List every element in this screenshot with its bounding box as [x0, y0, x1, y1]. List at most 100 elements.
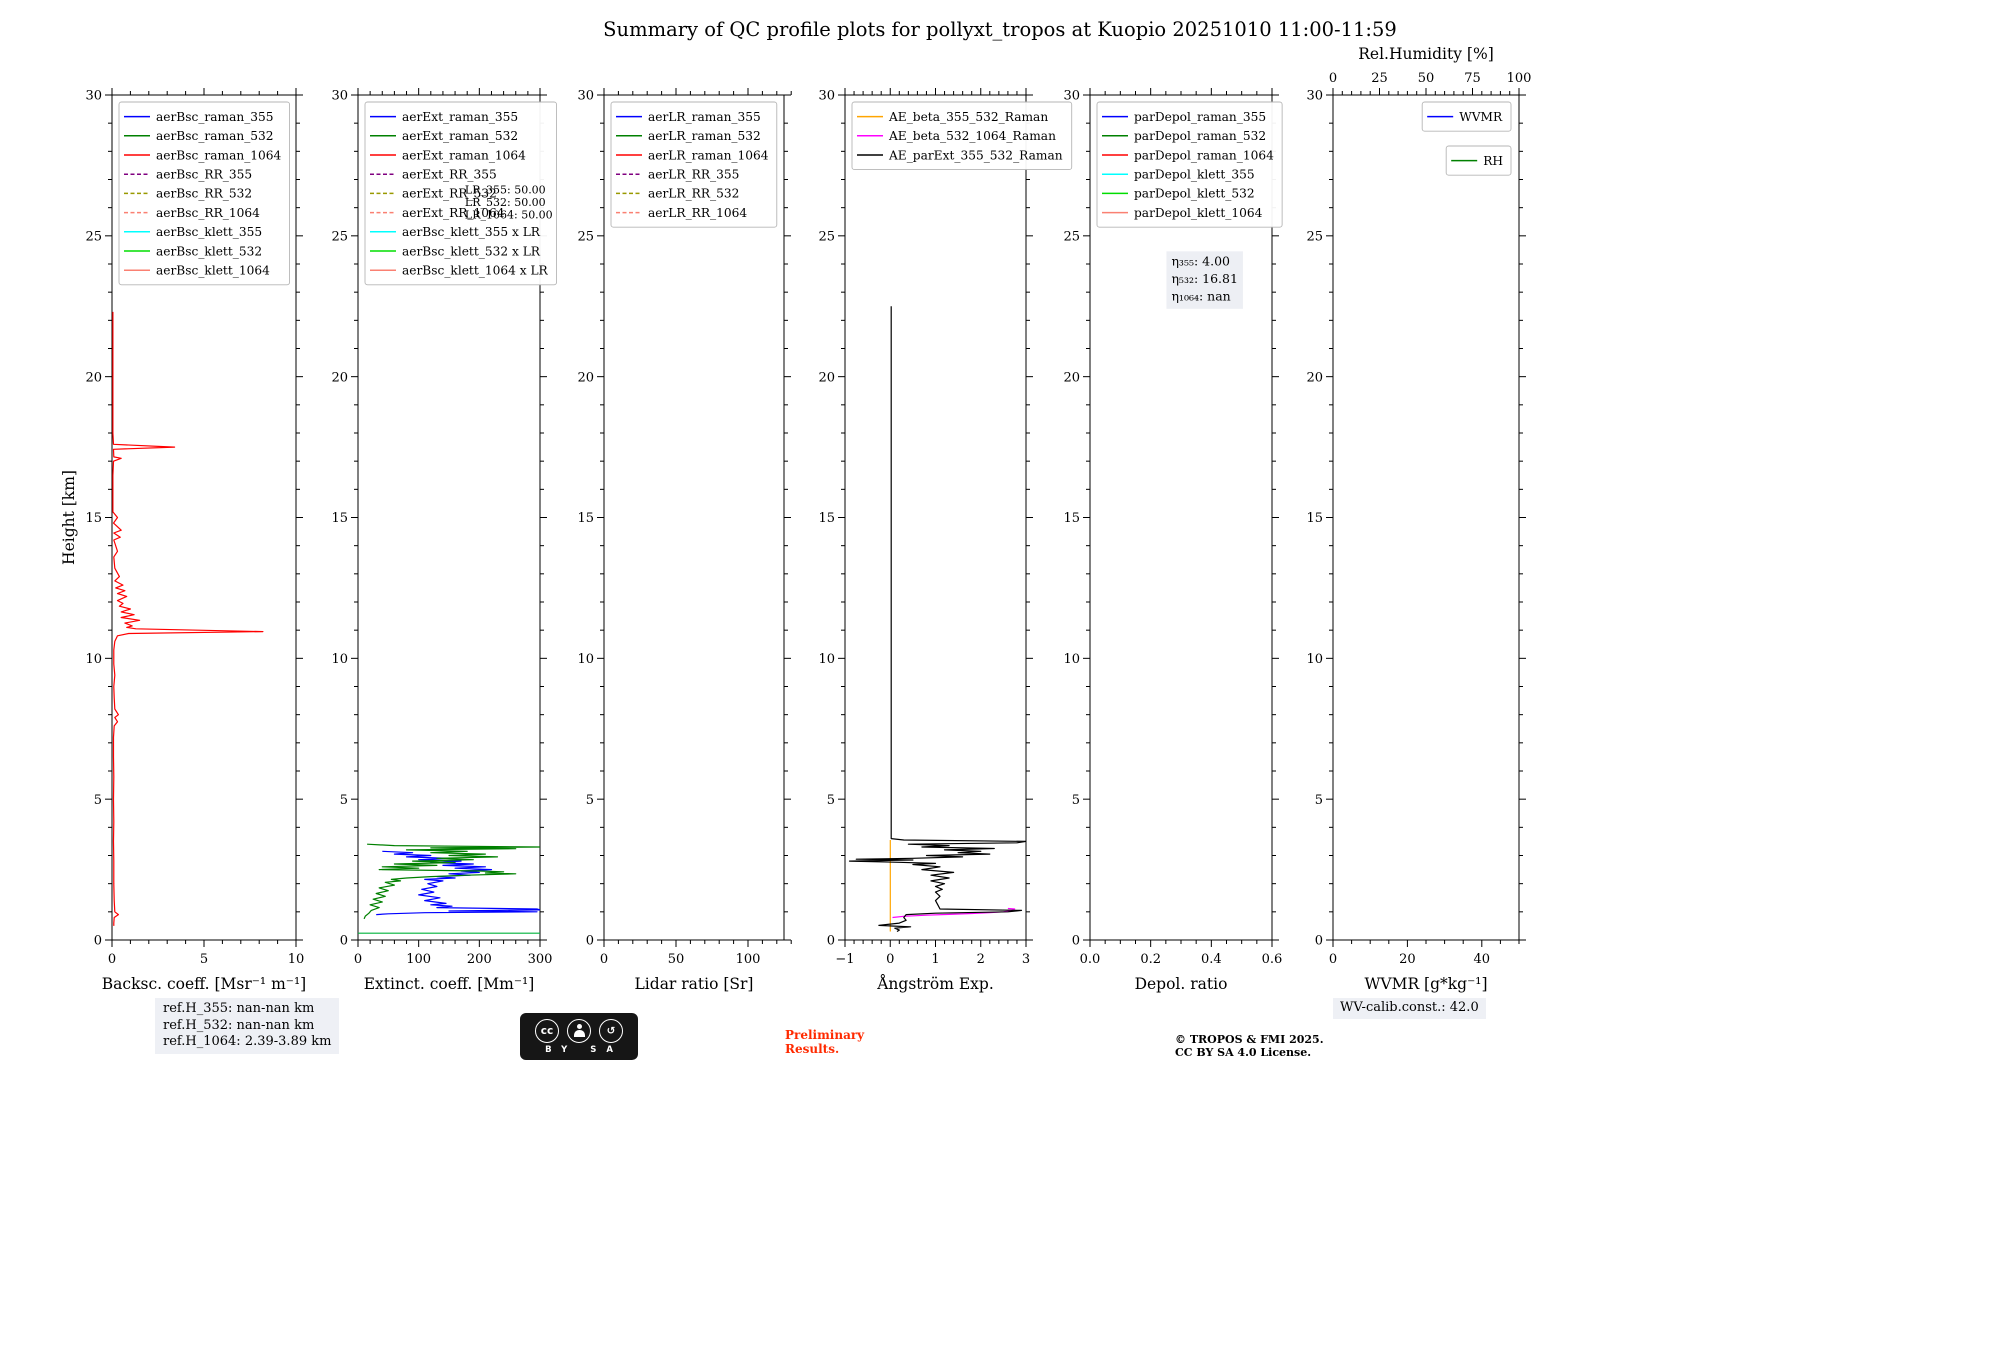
svg-text:25: 25: [85, 229, 102, 244]
svg-text:25: 25: [1306, 229, 1323, 244]
preliminary-line2: Results.: [785, 1042, 840, 1056]
ref-height-355: ref.H_355: nan-nan km: [163, 1001, 315, 1016]
svg-text:30: 30: [1063, 89, 1080, 104]
panel-backscatter: 0 5 10 0 5 10 15 20 25 30 Backsc. coeff. [Msr⁻¹ m⁻…: [85, 88, 306, 993]
svg-text:aerBsc_RR_355: aerBsc_RR_355: [156, 168, 252, 182]
svg-text:30: 30: [331, 89, 348, 104]
svg-text:aerLR_RR_355: aerLR_RR_355: [648, 168, 739, 182]
legend-extinction-0: aerExt_raman_355 aerExt_raman_532 aerExt_r…: [364, 101, 557, 286]
svg-text:AE_beta_355_532_Raman: AE_beta_355_532_Raman: [888, 110, 1048, 124]
svg-text:aerBsc_raman_532: aerBsc_raman_532: [156, 129, 274, 143]
svg-text:5: 5: [1072, 793, 1080, 808]
legend-backscatter-0: aerBsc_raman_355 aerBsc_raman_532 aerBsc_r…: [118, 101, 291, 286]
svg-text:parDepol_raman_532: parDepol_raman_532: [1134, 129, 1266, 143]
svg-text:0: 0: [1329, 952, 1337, 967]
svg-text:10: 10: [85, 652, 102, 667]
legend-wvmr-0: WVMR: [1421, 101, 1512, 132]
svg-text:aerLR_raman_355: aerLR_raman_355: [648, 110, 761, 124]
svg-text:η₅₃₂: 16.81: η₅₃₂: 16.81: [1171, 271, 1238, 286]
svg-text:aerBsc_RR_532: aerBsc_RR_532: [156, 187, 252, 201]
svg-text:20: 20: [1063, 370, 1080, 385]
svg-text:η₃₅₅: 4.00: η₃₅₅: 4.00: [1171, 253, 1230, 268]
cc-by-person-icon: [567, 1018, 591, 1043]
series-aerExt_raman_355: [376, 850, 540, 916]
svg-text:aerExt_RR_355: aerExt_RR_355: [402, 168, 497, 182]
svg-text:aerLR_RR_1064: aerLR_RR_1064: [648, 206, 747, 220]
svg-text:5: 5: [94, 793, 102, 808]
svg-text:10: 10: [331, 652, 348, 667]
svg-text:15: 15: [331, 511, 348, 526]
legend-lidar-ratio-0: aerLR_raman_355 aerLR_raman_532 aerLR_rama…: [610, 101, 778, 228]
cc-sa-icon: ↺: [599, 1018, 623, 1043]
svg-text:0.0: 0.0: [1080, 952, 1101, 967]
svg-text:0: 0: [827, 934, 835, 949]
svg-text:parDepol_raman_355: parDepol_raman_355: [1134, 110, 1266, 124]
svg-text:0.4: 0.4: [1201, 952, 1222, 967]
svg-text:aerBsc_klett_355: aerBsc_klett_355: [156, 225, 262, 239]
svg-text:50: 50: [1418, 71, 1435, 86]
svg-text:aerLR_raman_1064: aerLR_raman_1064: [648, 148, 769, 162]
svg-text:aerLR_RR_532: aerLR_RR_532: [648, 187, 739, 201]
svg-text:1: 1: [931, 952, 939, 967]
cc-icon-row: cc ↺: [531, 1018, 627, 1043]
copyright-line1: © TROPOS & FMI 2025.: [1175, 1033, 1324, 1046]
svg-text:0: 0: [94, 934, 102, 949]
svg-text:20: 20: [1306, 370, 1323, 385]
svg-text:20: 20: [1399, 952, 1416, 967]
svg-text:LR_355: 50.00: LR_355: 50.00: [465, 184, 546, 197]
svg-text:parDepol_klett_1064: parDepol_klett_1064: [1134, 206, 1263, 220]
svg-text:25: 25: [1063, 229, 1080, 244]
svg-text:10: 10: [577, 652, 594, 667]
svg-text:LR_1064: 50.00: LR_1064: 50.00: [465, 209, 553, 222]
svg-text:0.6: 0.6: [1262, 952, 1283, 967]
svg-text:15: 15: [1063, 511, 1080, 526]
svg-text:0: 0: [1315, 934, 1323, 949]
svg-text:30: 30: [1306, 89, 1323, 104]
svg-text:15: 15: [577, 511, 594, 526]
svg-text:parDepol_klett_355: parDepol_klett_355: [1134, 168, 1255, 182]
svg-text:20: 20: [85, 370, 102, 385]
reference-height-annotation: ref.H_355: nan-nan km ref.H_532: nan-nan…: [155, 998, 340, 1054]
svg-text:0: 0: [354, 952, 362, 967]
svg-text:WVMR: WVMR: [1459, 110, 1503, 124]
svg-text:aerLR_raman_532: aerLR_raman_532: [648, 129, 761, 143]
svg-text:aerBsc_klett_1064 x LR: aerBsc_klett_1064 x LR: [402, 264, 549, 278]
svg-text:5: 5: [340, 793, 348, 808]
svg-text:30: 30: [818, 89, 835, 104]
svg-text:0: 0: [600, 952, 608, 967]
copyright-line2: CC BY SA 4.0 License.: [1175, 1046, 1312, 1059]
svg-text:10: 10: [1306, 652, 1323, 667]
svg-text:20: 20: [818, 370, 835, 385]
xlabel-extinction: Extinct. coeff. [Mm⁻¹]: [364, 975, 535, 993]
series-aerExt_raman_532: [363, 843, 540, 920]
svg-text:5: 5: [1315, 793, 1323, 808]
svg-text:25: 25: [818, 229, 835, 244]
xlabel-lidar-ratio: Lidar ratio [Sr]: [635, 975, 754, 993]
svg-text:50: 50: [668, 952, 685, 967]
svg-text:25: 25: [331, 229, 348, 244]
svg-text:0: 0: [1072, 934, 1080, 949]
svg-text:15: 15: [818, 511, 835, 526]
panel-extinction: 0 100 200 300 0 5 10 15 20 25 30 Extinct. coeff. [M…: [331, 88, 557, 993]
copyright-note: © TROPOS & FMI 2025. CC BY SA 4.0 Licens…: [1175, 1033, 1324, 1059]
svg-text:10: 10: [818, 652, 835, 667]
figure-title: Summary of QC profile plots for pollyxt_…: [603, 18, 1397, 41]
svg-text:aerExt_raman_355: aerExt_raman_355: [402, 110, 518, 124]
cc-badge-text: BY SA: [545, 1044, 623, 1055]
svg-text:aerExt_RR_532: aerExt_RR_532: [402, 187, 497, 201]
svg-text:200: 200: [467, 952, 492, 967]
svg-text:aerExt_RR_1064: aerExt_RR_1064: [402, 206, 505, 220]
svg-text:75: 75: [1464, 71, 1481, 86]
legend-wvmr-1: RH: [1445, 145, 1512, 176]
legend-angstrom-0: AE_beta_355_532_Raman AE_beta_532_1064_Ra…: [851, 101, 1073, 171]
svg-text:40: 40: [1474, 952, 1491, 967]
xlabel-depol: Depol. ratio: [1135, 975, 1228, 993]
eta-annotation: η₃₅₅: 4.00 η₅₃₂: 16.81 η₁₀₆₄: nan: [1166, 251, 1243, 309]
svg-text:30: 30: [85, 89, 102, 104]
svg-text:300: 300: [528, 952, 553, 967]
ref-height-532: ref.H_532: nan-nan km: [163, 1017, 315, 1033]
svg-text:0: 0: [340, 934, 348, 949]
